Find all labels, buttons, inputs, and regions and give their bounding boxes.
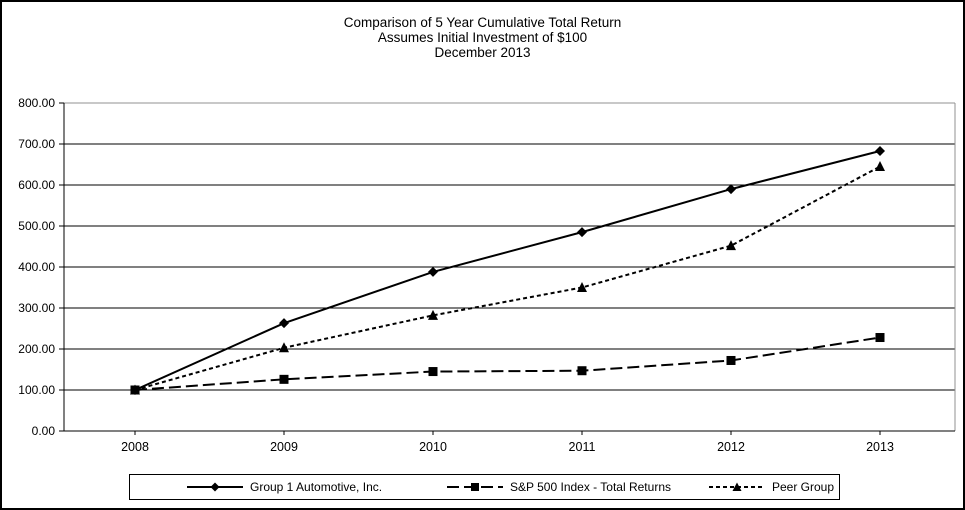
legend-item-sp500: S&P 500 Index - Total Returns [447,475,671,499]
data-point-triangle [130,384,140,395]
data-point-square [577,366,587,376]
data-point-triangle [875,161,885,172]
legend: Group 1 Automotive, Inc. S&P 500 Index -… [129,474,840,500]
y-axis-label: 600.00 [18,178,55,192]
data-point-triangle [726,240,736,251]
x-axis-label: 2011 [569,440,596,454]
legend-item-peer-group: Peer Group [709,475,834,499]
x-axis-label: 2013 [866,440,894,454]
data-point-diamond [279,318,289,329]
legend-item-group1: Group 1 Automotive, Inc. [187,475,382,499]
data-point-diamond [428,266,438,277]
solid-line-diamond-marker-icon [187,482,243,492]
y-axis-label: 800.00 [18,96,55,110]
legend-label-group1: Group 1 Automotive, Inc. [250,480,383,494]
y-axis-label: 700.00 [18,137,55,151]
series-line-diamond [134,150,881,391]
data-point-triangle [279,342,289,353]
chart-title-block: Comparison of 5 Year Cumulative Total Re… [2,15,963,60]
chart-title-line3: December 2013 [434,45,531,60]
legend-label-sp500: S&P 500 Index - Total Returns [510,480,671,494]
short-dash-line-triangle-marker-icon [709,482,765,491]
long-dash-line-square-marker-icon [447,483,503,491]
x-axis-label: 2010 [419,440,447,454]
data-point-diamond [875,145,885,156]
legend-label-peer-group: Peer Group [772,480,835,494]
data-point-triangle [428,309,438,320]
data-point-diamond [726,184,736,195]
y-axis-label: 0.00 [32,424,56,438]
series-line-triangle [134,165,881,391]
data-point-triangle [577,282,587,292]
chart-title-line1: Comparison of 5 Year Cumulative Total Re… [343,15,622,30]
x-axis-label: 2009 [270,440,298,454]
data-point-square [279,374,289,384]
y-axis-label: 300.00 [18,301,55,315]
chart-title-line2: Assumes Initial Investment of $100 [377,30,588,45]
x-axis-label: 2008 [121,440,149,454]
data-point-square [875,333,885,343]
y-axis-label: 200.00 [18,342,55,356]
y-axis-label: 400.00 [18,260,55,274]
y-axis-label: 100.00 [18,383,55,397]
y-axis-label: 500.00 [18,219,55,233]
data-point-square [726,355,736,365]
series-line-square [134,336,881,391]
x-axis-label: 2012 [717,440,745,454]
data-point-diamond [577,227,587,238]
data-point-square [428,367,438,377]
